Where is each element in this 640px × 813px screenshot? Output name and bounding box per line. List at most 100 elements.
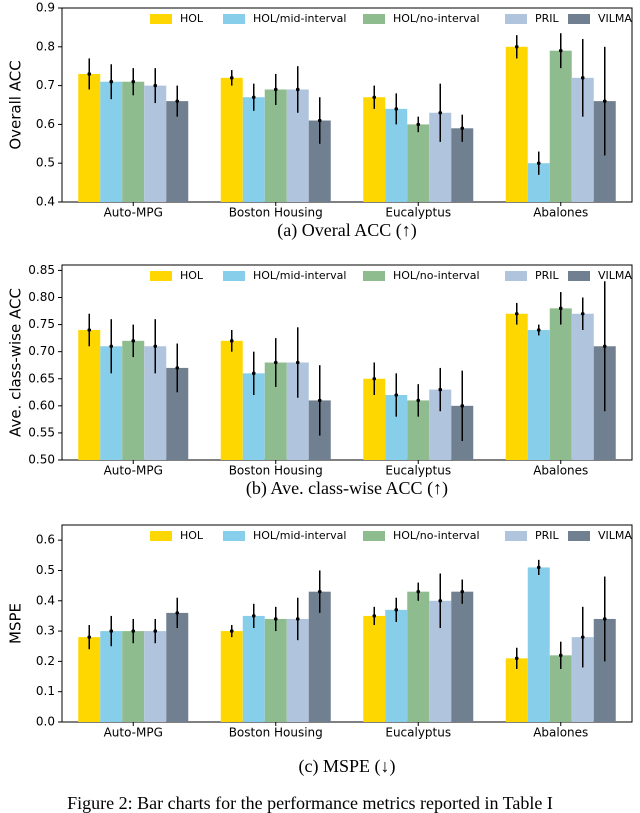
error-center (460, 126, 465, 131)
error-center (438, 387, 443, 392)
y-tick-label: 0.4 (36, 195, 55, 209)
error-center (416, 398, 421, 403)
y-tick-label: 0.70 (28, 344, 55, 358)
x-tick-label: Eucalyptus (385, 464, 451, 478)
y-tick-label: 0.1 (36, 684, 55, 698)
error-center (251, 371, 256, 376)
legend-label: HOL (180, 269, 204, 282)
y-axis-label: Ave. class-wise ACC (7, 288, 25, 437)
error-center (251, 95, 256, 100)
y-tick-label: 0.80 (28, 290, 55, 304)
x-tick-label: Boston Housing (229, 206, 323, 220)
bar (122, 631, 145, 722)
bar (407, 400, 430, 460)
error-center (295, 360, 300, 365)
bar (242, 373, 265, 460)
error-center (558, 653, 563, 658)
legend-swatch (568, 271, 590, 281)
bar (220, 77, 243, 202)
bar (166, 101, 189, 202)
x-tick-label: Eucalyptus (385, 206, 451, 220)
bar (385, 609, 408, 722)
error-center (602, 99, 607, 103)
y-tick-label: 0.50 (28, 453, 55, 467)
bar (505, 46, 528, 202)
bar (549, 308, 572, 460)
bar (451, 128, 474, 202)
bar (100, 631, 123, 722)
legend-swatch (150, 271, 172, 281)
error-center (438, 110, 443, 115)
error-center (317, 398, 322, 403)
bar (527, 330, 550, 460)
bar (144, 85, 167, 202)
bar (78, 637, 101, 722)
legend-label: HOL/no-interval (393, 269, 480, 282)
error-center (438, 598, 443, 603)
bar (527, 163, 550, 202)
bar (505, 658, 528, 722)
bar (166, 612, 189, 722)
bar (220, 340, 243, 460)
error-center (460, 589, 465, 594)
bar (144, 631, 167, 722)
legend-swatch (568, 14, 590, 24)
bar (242, 97, 265, 202)
legend-swatch (568, 531, 590, 541)
x-tick-label: Auto-MPG (104, 206, 163, 220)
error-center (131, 79, 136, 84)
error-center (317, 118, 322, 123)
bar (571, 77, 594, 202)
error-center (175, 99, 180, 103)
x-tick-label: Auto-MPG (104, 726, 163, 740)
error-center (394, 608, 399, 612)
error-center (229, 339, 234, 343)
y-tick-label: 0.6 (36, 533, 55, 547)
error-center (273, 87, 278, 92)
error-center (580, 311, 585, 316)
bar (264, 362, 287, 460)
bar (144, 346, 167, 460)
bar (407, 591, 430, 722)
y-tick-label: 0.3 (36, 624, 55, 638)
error-center (87, 72, 92, 76)
y-tick-label: 0.0 (36, 715, 55, 729)
y-axis-label: MSPE (7, 603, 25, 644)
legend-swatch (505, 531, 527, 541)
legend-label: HOL/mid-interval (253, 12, 346, 25)
x-tick-label: Abalones (533, 206, 588, 220)
error-center (460, 404, 465, 408)
bar (527, 567, 550, 722)
bar (264, 618, 287, 722)
bar (286, 362, 309, 460)
bar (385, 395, 408, 460)
bar (220, 631, 243, 722)
x-tick-label: Boston Housing (229, 726, 323, 740)
error-center (514, 45, 519, 49)
error-center (372, 376, 377, 381)
y-tick-label: 0.60 (28, 398, 55, 412)
error-center (131, 339, 136, 343)
x-axis-label: (c) MSPE (↓) (299, 756, 396, 777)
legend-label: PRIL (535, 269, 560, 282)
x-axis-label: (b) Ave. class-wise ACC (↑) (246, 478, 448, 499)
error-center (229, 76, 234, 80)
error-center (416, 589, 421, 594)
y-tick-label: 0.5 (36, 563, 55, 577)
bar (264, 89, 287, 202)
legend-label: HOL/mid-interval (253, 269, 346, 282)
x-tick-label: Boston Housing (229, 464, 323, 478)
error-center (536, 161, 541, 165)
bar (451, 591, 474, 722)
figure-caption: Figure 2: Bar charts for the performance… (67, 793, 553, 813)
y-tick-label: 0.9 (36, 1, 55, 15)
legend-swatch (505, 14, 527, 24)
bar (122, 340, 145, 460)
bar (286, 89, 309, 202)
error-center (175, 366, 180, 370)
legend-label: VILMA (598, 269, 632, 282)
error-center (602, 617, 607, 621)
legend-label: HOL/mid-interval (253, 529, 346, 542)
bar (571, 313, 594, 460)
